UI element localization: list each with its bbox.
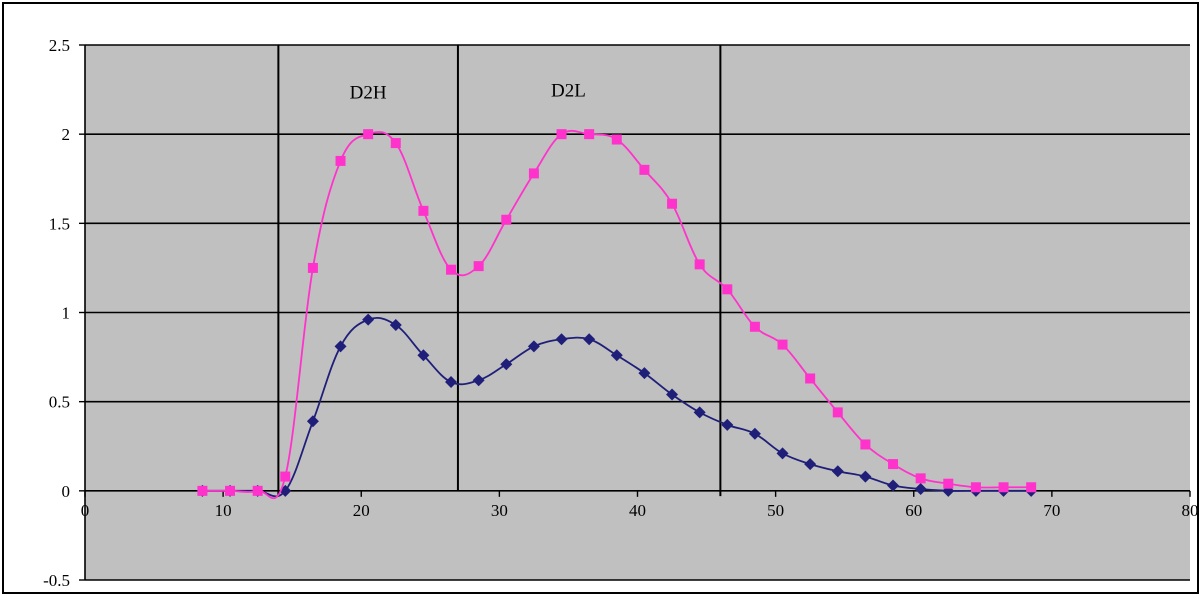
data-point-square	[1026, 482, 1037, 493]
data-point-diamond	[583, 333, 596, 346]
data-point-square	[667, 198, 678, 209]
data-point-diamond	[527, 340, 540, 353]
data-point-square	[473, 261, 484, 272]
data-point-diamond	[445, 376, 458, 389]
data-point-diamond	[417, 349, 430, 362]
data-point-diamond	[804, 458, 817, 471]
data-point-square	[363, 129, 374, 140]
data-point-square	[335, 155, 346, 166]
x-tick-label: 30	[491, 501, 508, 520]
data-point-diamond	[306, 415, 319, 428]
data-point-square	[280, 471, 291, 482]
y-tick-label: 0.5	[49, 393, 70, 412]
x-tick-label: 70	[1043, 501, 1060, 520]
data-point-square	[418, 205, 429, 216]
data-point-diamond	[914, 483, 927, 496]
data-point-square	[252, 485, 263, 496]
data-point-square	[722, 284, 733, 295]
data-point-diamond	[887, 479, 900, 492]
data-point-diamond	[555, 333, 568, 346]
x-tick-label: 20	[353, 501, 370, 520]
data-point-diamond	[389, 318, 402, 331]
data-point-diamond	[666, 388, 679, 401]
data-point-square	[501, 214, 512, 225]
series-line	[202, 129, 1032, 500]
y-tick-labels: -0.5 0 0.5 1 1.5 2 2.5	[43, 36, 70, 590]
data-point-square	[888, 459, 899, 470]
data-point-square	[860, 439, 871, 450]
data-point-diamond	[362, 313, 375, 326]
series-layer	[196, 129, 1038, 500]
data-point-square	[611, 134, 622, 145]
x-tick-label: 60	[905, 501, 922, 520]
data-point-square	[225, 485, 236, 496]
data-point-diamond	[472, 374, 485, 387]
data-point-diamond	[500, 358, 513, 371]
data-point-square	[998, 482, 1009, 493]
data-point-square	[694, 259, 705, 270]
y-tick-label: 1.5	[49, 214, 70, 233]
data-point-square	[556, 129, 567, 140]
x-tick-label: 50	[767, 501, 784, 520]
data-point-square	[805, 373, 816, 384]
data-point-diamond	[693, 406, 706, 419]
data-point-diamond	[334, 340, 347, 353]
data-point-diamond	[859, 470, 872, 483]
data-point-square	[197, 485, 208, 496]
x-tick-label: 10	[215, 501, 232, 520]
data-point-diamond	[776, 447, 789, 460]
y-tick-label: 2.5	[49, 36, 70, 55]
data-point-square	[749, 321, 760, 332]
data-point-square	[943, 478, 954, 489]
data-point-diamond	[748, 427, 761, 440]
data-point-diamond	[721, 418, 734, 431]
x-tick-labels: 0 10 20 30 40 50 60 70 80	[81, 501, 1199, 520]
y-tick-label: -0.5	[43, 571, 70, 590]
data-point-square	[307, 262, 318, 273]
fraction-boundaries	[277, 45, 722, 497]
data-point-square	[970, 482, 981, 493]
data-point-square	[528, 168, 539, 179]
data-point-square	[446, 264, 457, 275]
data-point-square	[777, 339, 788, 350]
data-point-diamond	[610, 349, 623, 362]
x-tick-label: 40	[629, 501, 646, 520]
x-tick-label: 0	[81, 501, 90, 520]
y-tick-label: 0	[62, 482, 71, 501]
annotation-d2l: D2L	[551, 81, 586, 102]
data-point-square	[832, 407, 843, 418]
data-point-diamond	[638, 367, 651, 380]
annotations: D2H D2L	[350, 81, 586, 104]
series-1	[197, 129, 1037, 500]
data-point-square	[915, 473, 926, 484]
data-point-square	[584, 129, 595, 140]
annotation-d2h: D2H	[350, 83, 387, 104]
y-tick-label: 1	[62, 304, 71, 323]
data-point-diamond	[831, 465, 844, 478]
data-point-square	[390, 138, 401, 149]
gridlines	[85, 44, 1190, 581]
data-point-square	[639, 164, 650, 175]
y-tick-label: 2	[62, 125, 71, 144]
x-tick-label: 80	[1182, 501, 1199, 520]
